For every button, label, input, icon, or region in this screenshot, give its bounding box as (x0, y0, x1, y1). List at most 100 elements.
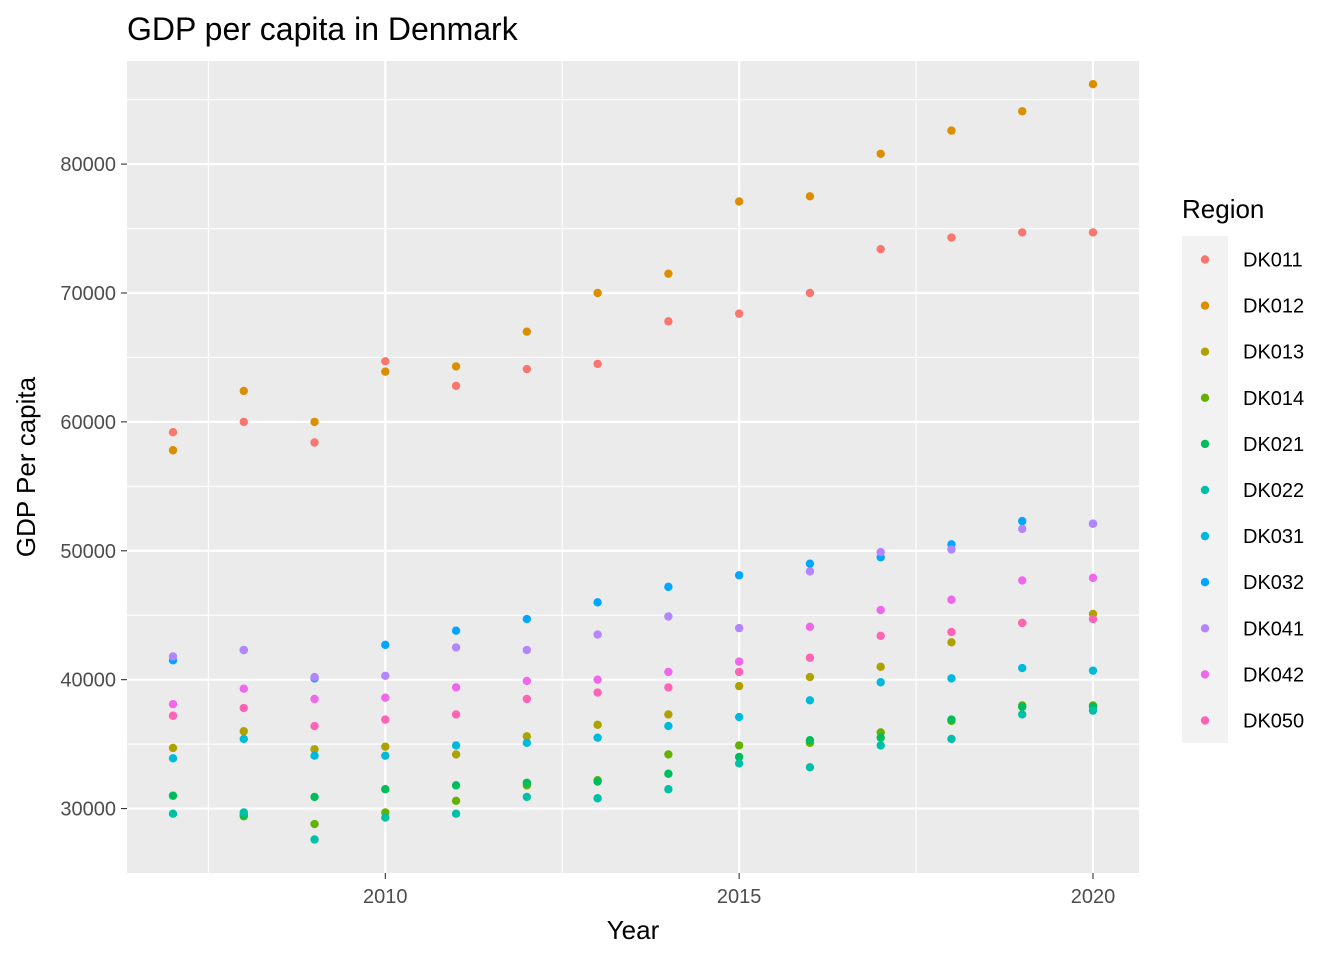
series-dk012 (168, 80, 1098, 455)
legend-key (1200, 439, 1210, 449)
data-point (451, 362, 461, 371)
series-dk022 (168, 706, 1098, 844)
data-point (168, 743, 178, 753)
data-point (593, 630, 602, 639)
data-point (381, 742, 390, 751)
data-point (1018, 516, 1027, 526)
data-point (947, 126, 956, 135)
data-point (1018, 702, 1027, 711)
gridlines (127, 61, 1139, 873)
legend-key (1200, 578, 1210, 587)
data-point (451, 381, 461, 390)
data-point (664, 582, 673, 592)
data-point (734, 623, 744, 633)
data-point (1088, 519, 1098, 528)
data-point (805, 622, 815, 632)
data-point (1018, 710, 1027, 719)
data-point (664, 667, 673, 677)
data-point (947, 638, 956, 647)
data-point (1088, 80, 1098, 89)
data-point (1088, 573, 1098, 583)
data-point (805, 736, 815, 745)
data-point (451, 796, 461, 806)
data-point (593, 733, 602, 742)
data-point (734, 759, 744, 768)
legend-title: Region (1182, 194, 1264, 224)
series-dk021 (168, 702, 1098, 820)
data-point (947, 233, 956, 242)
series-dk041 (168, 519, 1098, 682)
data-point (664, 769, 673, 778)
data-point (876, 547, 885, 557)
data-point (310, 745, 319, 754)
data-point (168, 711, 178, 720)
data-point (451, 741, 461, 750)
data-point (239, 645, 248, 655)
data-point (805, 192, 815, 201)
data-point (451, 750, 461, 759)
data-point (381, 693, 390, 702)
data-point (1088, 228, 1098, 237)
data-point (593, 598, 602, 607)
data-point (805, 696, 815, 705)
data-point (451, 781, 461, 790)
data-point (381, 671, 390, 680)
data-point (734, 667, 744, 677)
data-point (310, 694, 319, 704)
data-point (664, 721, 673, 731)
x-axis-title: Year (607, 915, 660, 945)
data-point (876, 678, 885, 687)
data-point (522, 694, 532, 704)
legend-label: DK031 (1243, 526, 1304, 548)
data-point (734, 571, 744, 580)
data-point (1018, 663, 1027, 673)
x-tick-label: 2010 (363, 886, 408, 908)
data-point (947, 627, 956, 637)
y-tick-label: 40000 (60, 670, 116, 692)
legend-label: DK022 (1243, 480, 1304, 502)
data-point (664, 317, 673, 326)
data-point (593, 288, 602, 298)
data-point (239, 734, 248, 744)
x-tick-label: 2015 (717, 886, 762, 908)
data-point (664, 750, 673, 759)
chart-title: GDP per capita in Denmark (127, 11, 519, 47)
data-point (593, 675, 602, 684)
data-point (381, 785, 390, 794)
data-point (168, 428, 178, 437)
series-dk031 (168, 663, 1098, 763)
data-point (310, 819, 319, 829)
data-point (381, 751, 390, 760)
data-point (310, 672, 319, 682)
legend-label: DK014 (1243, 388, 1304, 410)
data-point (310, 438, 319, 447)
legend-label: DK013 (1243, 342, 1304, 364)
data-point (522, 732, 532, 741)
legend-label: DK012 (1243, 296, 1304, 318)
data-point (947, 734, 956, 744)
data-point (381, 813, 390, 822)
data-point (593, 688, 602, 697)
y-tick-label: 80000 (60, 154, 116, 176)
series-dk050 (168, 614, 1098, 731)
data-point (876, 149, 885, 158)
data-point (168, 699, 178, 709)
data-point (239, 808, 248, 817)
data-point (310, 835, 319, 844)
data-point (522, 364, 532, 374)
data-point (451, 809, 461, 818)
y-axis: 30000 40000 50000 60000 70000 80000 (60, 154, 127, 821)
data-point (947, 715, 956, 724)
legend-key (1200, 255, 1210, 264)
legend-label: DK042 (1243, 664, 1304, 686)
plot-panel (127, 61, 1139, 873)
data-point (876, 631, 885, 641)
data-point (876, 605, 885, 615)
data-point (805, 559, 815, 568)
data-point (522, 645, 532, 655)
data-point (1018, 524, 1027, 534)
data-point (168, 652, 178, 661)
data-point (168, 754, 178, 763)
data-point (381, 357, 390, 366)
data-point (381, 715, 390, 724)
